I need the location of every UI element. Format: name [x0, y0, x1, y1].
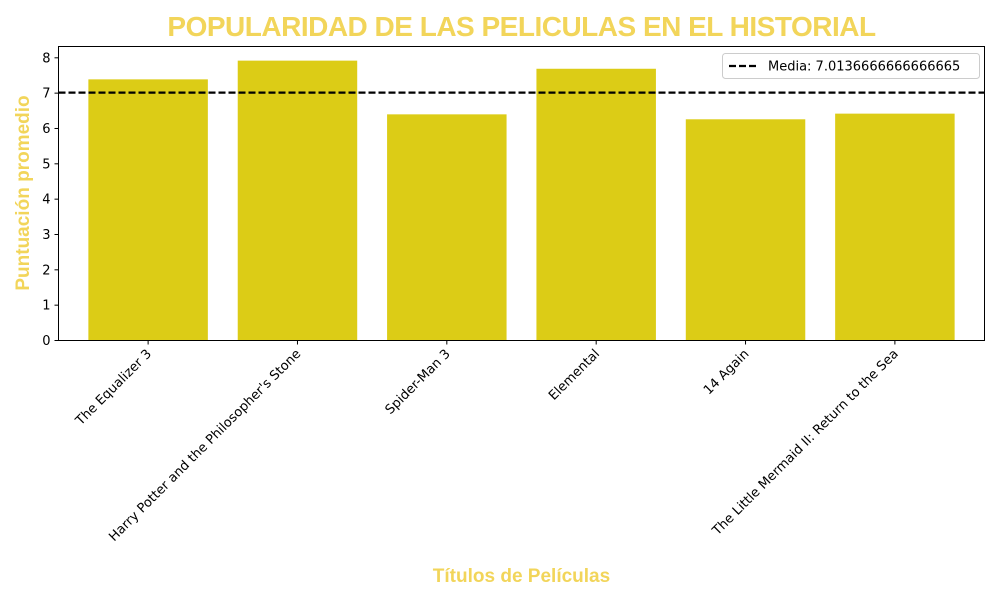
chart-title: POPULARIDAD DE LAS PELICULAS EN EL HISTO…: [167, 11, 876, 42]
y-axis: 0 1 2 3 4 5 6 7 8: [42, 51, 59, 349]
y-tick-label: 6: [42, 122, 50, 137]
bar: [536, 68, 656, 341]
bar: [387, 114, 507, 341]
bar: [835, 113, 955, 341]
bar: [88, 79, 208, 341]
y-tick-label: 8: [42, 51, 50, 66]
plot-frame: [58, 46, 985, 341]
y-axis-label: Puntuación promedio: [13, 95, 34, 290]
x-tick-label: 14 Again: [701, 347, 752, 398]
bar: [237, 60, 358, 341]
x-tick-label: The Little Mermaid II: Return to the Sea: [709, 347, 902, 540]
legend: Media: 7.0136666666666665: [722, 53, 980, 79]
y-tick-label: 0: [42, 334, 50, 349]
bars-layer: [88, 60, 955, 341]
legend-mean-label: Media: 7.0136666666666665: [768, 60, 960, 75]
y-tick-label: 7: [42, 87, 50, 102]
x-tick-label: Elemental: [546, 347, 603, 404]
y-tick-label: 1: [42, 299, 50, 314]
x-tick-label: Harry Potter and the Philosopher's Stone: [106, 347, 304, 545]
x-tick-label: Spider-Man 3: [383, 347, 454, 418]
legend-box: [722, 53, 980, 79]
bar: [685, 119, 806, 341]
y-tick-label: 5: [42, 157, 50, 172]
y-tick-label: 4: [42, 193, 50, 208]
x-tick-label: The Equalizer 3: [72, 347, 155, 430]
y-tick-label: 2: [42, 263, 50, 278]
x-axis-label: Títulos de Películas: [433, 566, 610, 587]
y-tick-label: 3: [42, 228, 50, 243]
